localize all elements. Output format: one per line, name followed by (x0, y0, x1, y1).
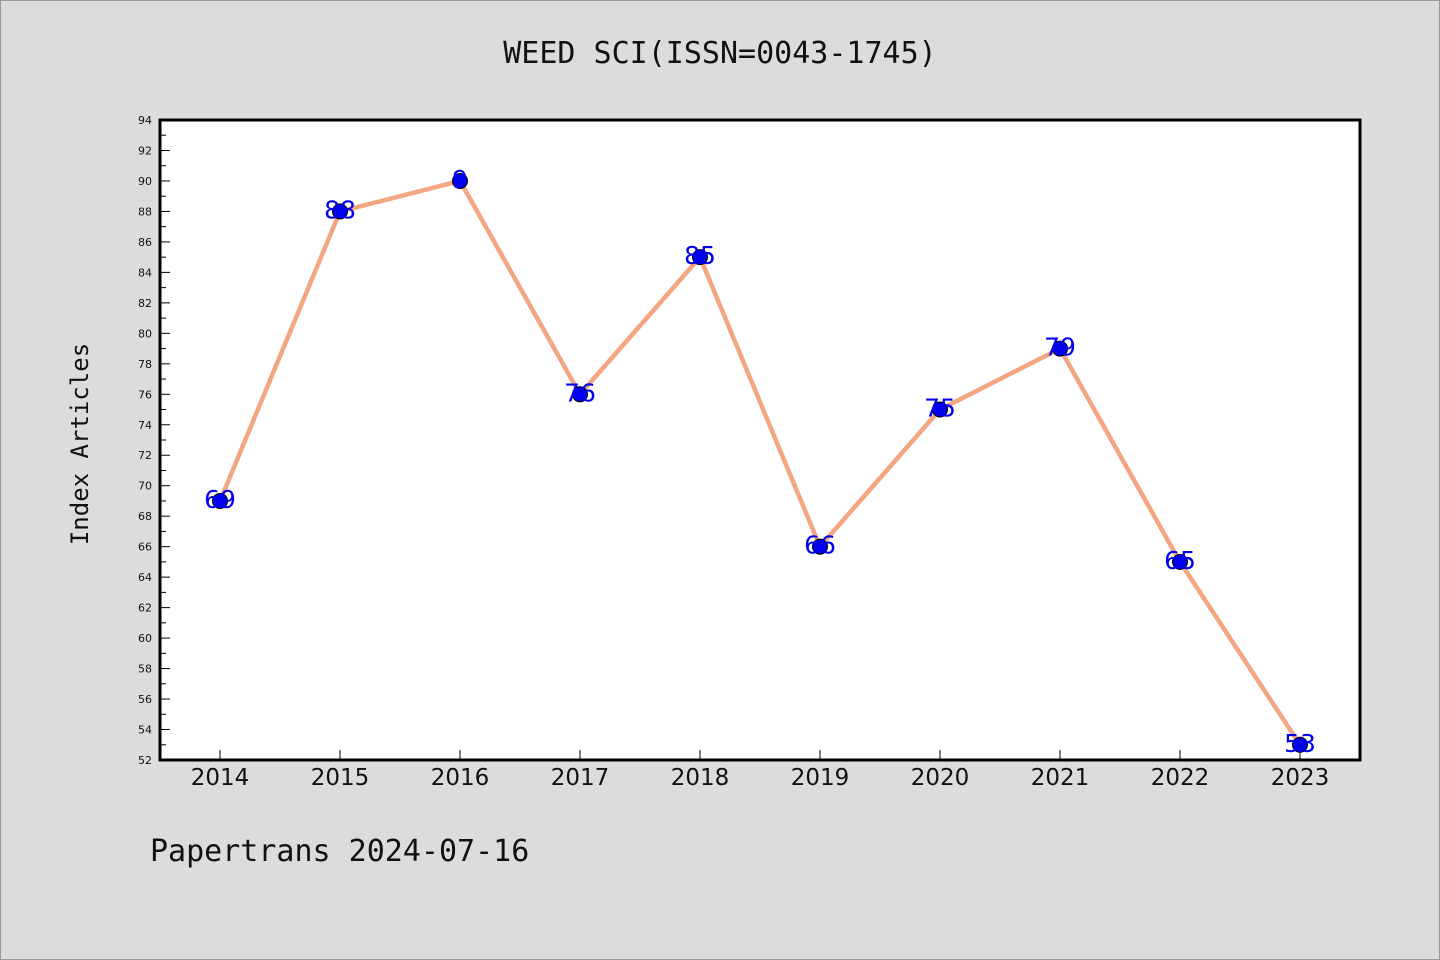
y-tick-label: 84 (138, 266, 152, 279)
y-tick-label: 62 (138, 602, 152, 615)
x-tick-label: 2015 (311, 765, 370, 791)
data-label: 76 (564, 378, 596, 407)
y-tick-label: 88 (138, 205, 152, 218)
y-axis-ticks: 52 54 56 58 60 62 64 66 68 70 72 74 76 78 80 82 84 86 88 90… (138, 114, 170, 767)
data-label: 9 (452, 165, 468, 194)
data-point (572, 386, 588, 403)
y-tick-label: 80 (138, 327, 152, 340)
data-point (812, 538, 828, 555)
x-tick-label: 2017 (551, 765, 610, 791)
y-tick-label: 66 (138, 541, 152, 554)
data-point (692, 249, 708, 266)
y-tick-label: 82 (138, 297, 152, 310)
y-tick-label: 56 (138, 693, 152, 706)
y-tick-label: 90 (138, 175, 152, 188)
y-tick-label: 58 (138, 663, 152, 676)
y-tick-label: 52 (138, 754, 152, 767)
y-tick-label: 86 (138, 236, 152, 249)
data-point (1292, 736, 1308, 753)
y-tick-label: 72 (138, 449, 152, 462)
x-tick-label: 2020 (911, 765, 970, 791)
data-label: 88 (324, 195, 356, 224)
x-tick-label: 2016 (431, 765, 490, 791)
data-point (452, 172, 468, 189)
data-point (1052, 340, 1068, 357)
x-tick-label: 2019 (791, 765, 850, 791)
data-point (212, 492, 228, 509)
y-tick-label: 76 (138, 388, 152, 401)
plot-border (158, 118, 1362, 762)
plot-background (160, 120, 1360, 760)
x-tick-label: 2018 (671, 765, 730, 791)
x-tick-label: 2021 (1031, 765, 1090, 791)
chart-title: WEED SCI(ISSN=0043-1745) (503, 36, 937, 71)
data-label: 85 (684, 241, 716, 270)
data-label: 65 (1164, 546, 1196, 575)
x-axis-ticks: 2014 2015 2016 2017 2018 2019 2020 2021 2022 2023 (191, 750, 1330, 791)
data-labels-layer: 69 88 9 76 85 66 75 79 65 53 (204, 165, 1316, 758)
data-point (1172, 553, 1188, 570)
x-tick-label: 2023 (1271, 765, 1330, 791)
y-tick-label: 78 (138, 358, 152, 371)
series-line (217, 178, 1303, 748)
x-tick-label: 2022 (1151, 765, 1210, 791)
y-tick-label: 68 (138, 510, 152, 523)
data-point (932, 401, 948, 418)
y-tick-label: 54 (138, 724, 152, 737)
data-label: 79 (1044, 333, 1076, 362)
y-tick-label: 94 (138, 114, 152, 127)
data-label: 69 (204, 485, 236, 514)
footer-note: Papertrans 2024-07-16 (150, 834, 530, 869)
series-layer (212, 172, 1308, 753)
data-point (332, 203, 348, 220)
y-tick-label: 64 (138, 571, 152, 584)
y-tick-label: 92 (138, 144, 152, 157)
y-tick-label: 74 (138, 419, 152, 432)
data-label: 75 (924, 394, 956, 423)
data-label: 53 (1284, 729, 1316, 758)
y-tick-label: 70 (138, 480, 152, 493)
x-tick-label: 2014 (191, 765, 250, 791)
data-label: 66 (804, 531, 836, 560)
y-tick-label: 60 (138, 632, 152, 645)
